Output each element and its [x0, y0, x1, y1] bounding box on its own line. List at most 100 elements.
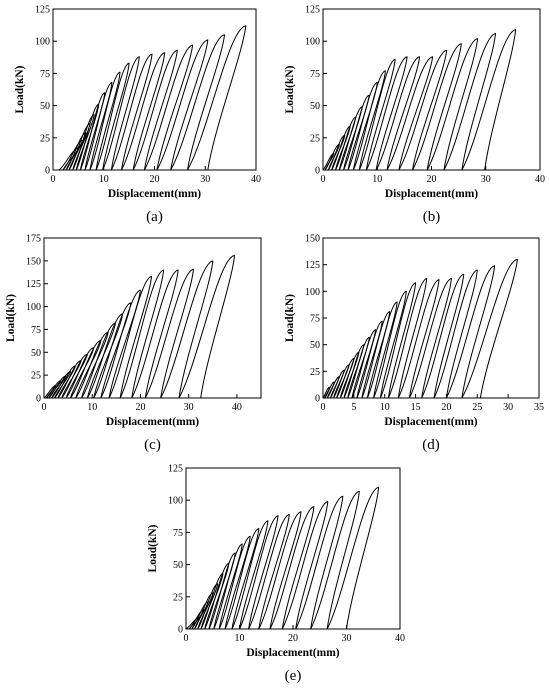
load-cycle-curve	[433, 269, 478, 399]
x-tick-label: 20	[441, 402, 451, 413]
load-cycle-curve	[170, 34, 225, 171]
x-tick-label: 10	[372, 174, 382, 185]
x-axis-title: Displacement(mm)	[106, 416, 199, 428]
y-tick-label: 50	[173, 560, 183, 571]
y-tick-label: 25	[31, 371, 41, 382]
load-cycle-curve	[194, 592, 214, 630]
y-tick-label: 0	[315, 166, 320, 177]
y-tick-label: 75	[40, 69, 50, 80]
load-cycle-curve	[343, 94, 370, 171]
y-tick-label: 0	[315, 394, 320, 405]
y-axis-title: Load(kN)	[14, 65, 26, 113]
y-tick-label: 125	[305, 5, 320, 16]
load-cycle-curve	[269, 506, 315, 630]
chart-panel: 0 10 20 30 40 0 25 50 75 100 125 Displacement(mm) Lo…	[14, 5, 261, 226]
x-tick-label: 40	[232, 402, 242, 413]
x-tick-label: 10	[235, 633, 245, 644]
x-tick-label: 0	[42, 402, 47, 413]
x-tick-label: 0	[51, 174, 56, 185]
load-cycle-curve	[343, 344, 365, 399]
x-tick-label: 10	[87, 402, 97, 413]
load-cycle-curve	[386, 56, 434, 171]
y-tick-label: 150	[26, 256, 41, 267]
x-tick-label: 0	[184, 633, 189, 644]
x-axis-title: Displacement(mm)	[385, 188, 478, 200]
load-cycle-curve	[397, 279, 440, 399]
chart-panel: 0 10 20 30 40 0 25 50 75 100 125 Displacement(mm) Lo…	[284, 5, 545, 226]
load-cycle-curve	[324, 381, 335, 399]
load-cycle-curve	[347, 81, 378, 171]
load-cycle-curve	[352, 70, 386, 171]
y-tick-label: 100	[305, 287, 320, 298]
load-cycle-curve	[358, 58, 396, 171]
load-cycle-curve	[132, 49, 178, 171]
load-cycle-curve	[461, 29, 517, 171]
load-cycle-curve	[187, 25, 247, 171]
load-cycle-curve	[89, 71, 121, 171]
y-tick-label: 50	[310, 101, 320, 112]
chart-panel: 0 5 10 15 20 25 30 35 0 25 50 75 100 125 150 Displaceme…	[284, 234, 544, 454]
load-cycle-curve	[347, 336, 370, 399]
y-tick-label: 175	[26, 234, 41, 245]
x-tick-label: 30	[503, 402, 513, 413]
load-cycle-curve	[258, 511, 302, 630]
load-cycle-curve	[131, 269, 179, 399]
panel-label: (d)	[422, 437, 440, 453]
load-cycle-curve	[375, 56, 421, 171]
load-cycle-curve	[379, 282, 417, 399]
load-cycle-curve	[326, 376, 340, 399]
x-tick-label: 0	[321, 174, 326, 185]
x-tick-label: 40	[535, 174, 545, 185]
load-cycle-curve	[160, 260, 214, 399]
load-cycle-curve	[208, 552, 236, 630]
y-axis-title: Load(kN)	[5, 294, 17, 342]
load-cycle-curve	[239, 515, 279, 630]
load-cycle-curve	[365, 56, 408, 171]
load-cycle-curve	[86, 313, 124, 399]
x-tick-label: 20	[150, 174, 160, 185]
plot-frame	[43, 237, 262, 399]
load-cycle-curve	[102, 56, 140, 171]
load-cycle-curve	[84, 81, 113, 171]
load-cycle-curve	[95, 62, 130, 171]
load-cycle-curve	[373, 290, 407, 399]
x-tick-label: 30	[342, 633, 352, 644]
load-cycle-curve	[461, 258, 518, 399]
x-tick-label: 20	[288, 633, 298, 644]
x-axis-title: Displacement(mm)	[246, 647, 339, 659]
load-cycle-curve	[338, 106, 363, 171]
y-tick-label: 100	[305, 37, 320, 48]
y-tick-label: 100	[26, 302, 41, 313]
load-cycle-curve	[366, 301, 398, 399]
load-cycle-curve	[231, 520, 269, 630]
load-cycle-curve	[143, 44, 194, 171]
load-cycle-curve	[295, 495, 344, 630]
chart-panel: 0 10 20 30 40 0 25 50 75 100 125 Displacement(mm) Lo…	[147, 464, 405, 685]
x-tick-label: 30	[481, 174, 491, 185]
load-cycle-curve	[412, 43, 462, 171]
x-tick-label: 15	[411, 402, 421, 413]
load-cycle-curve	[224, 528, 260, 630]
load-cycle-curve	[310, 490, 360, 630]
y-axis-title: Load(kN)	[284, 65, 296, 113]
load-cycle-curve	[93, 302, 132, 399]
panel-label: (b)	[423, 209, 441, 225]
load-cycle-curve	[445, 265, 496, 399]
y-tick-label: 100	[35, 37, 50, 48]
load-cycle-curve	[351, 329, 376, 399]
load-cycle-curve	[51, 371, 71, 399]
y-axis-title: Load(kN)	[284, 294, 296, 342]
x-tick-label: 30	[184, 402, 194, 413]
y-tick-label: 125	[26, 279, 41, 290]
x-tick-label: 10	[99, 174, 109, 185]
load-cycle-curve	[121, 52, 166, 171]
y-tick-label: 75	[173, 528, 183, 539]
x-tick-label: 20	[135, 402, 145, 413]
load-cycle-curve	[79, 92, 106, 171]
load-cycle-curve	[72, 114, 95, 171]
y-tick-label: 25	[310, 367, 320, 378]
y-tick-label: 125	[305, 260, 320, 271]
x-tick-label: 0	[321, 402, 326, 413]
load-cycle-curve	[248, 513, 290, 630]
